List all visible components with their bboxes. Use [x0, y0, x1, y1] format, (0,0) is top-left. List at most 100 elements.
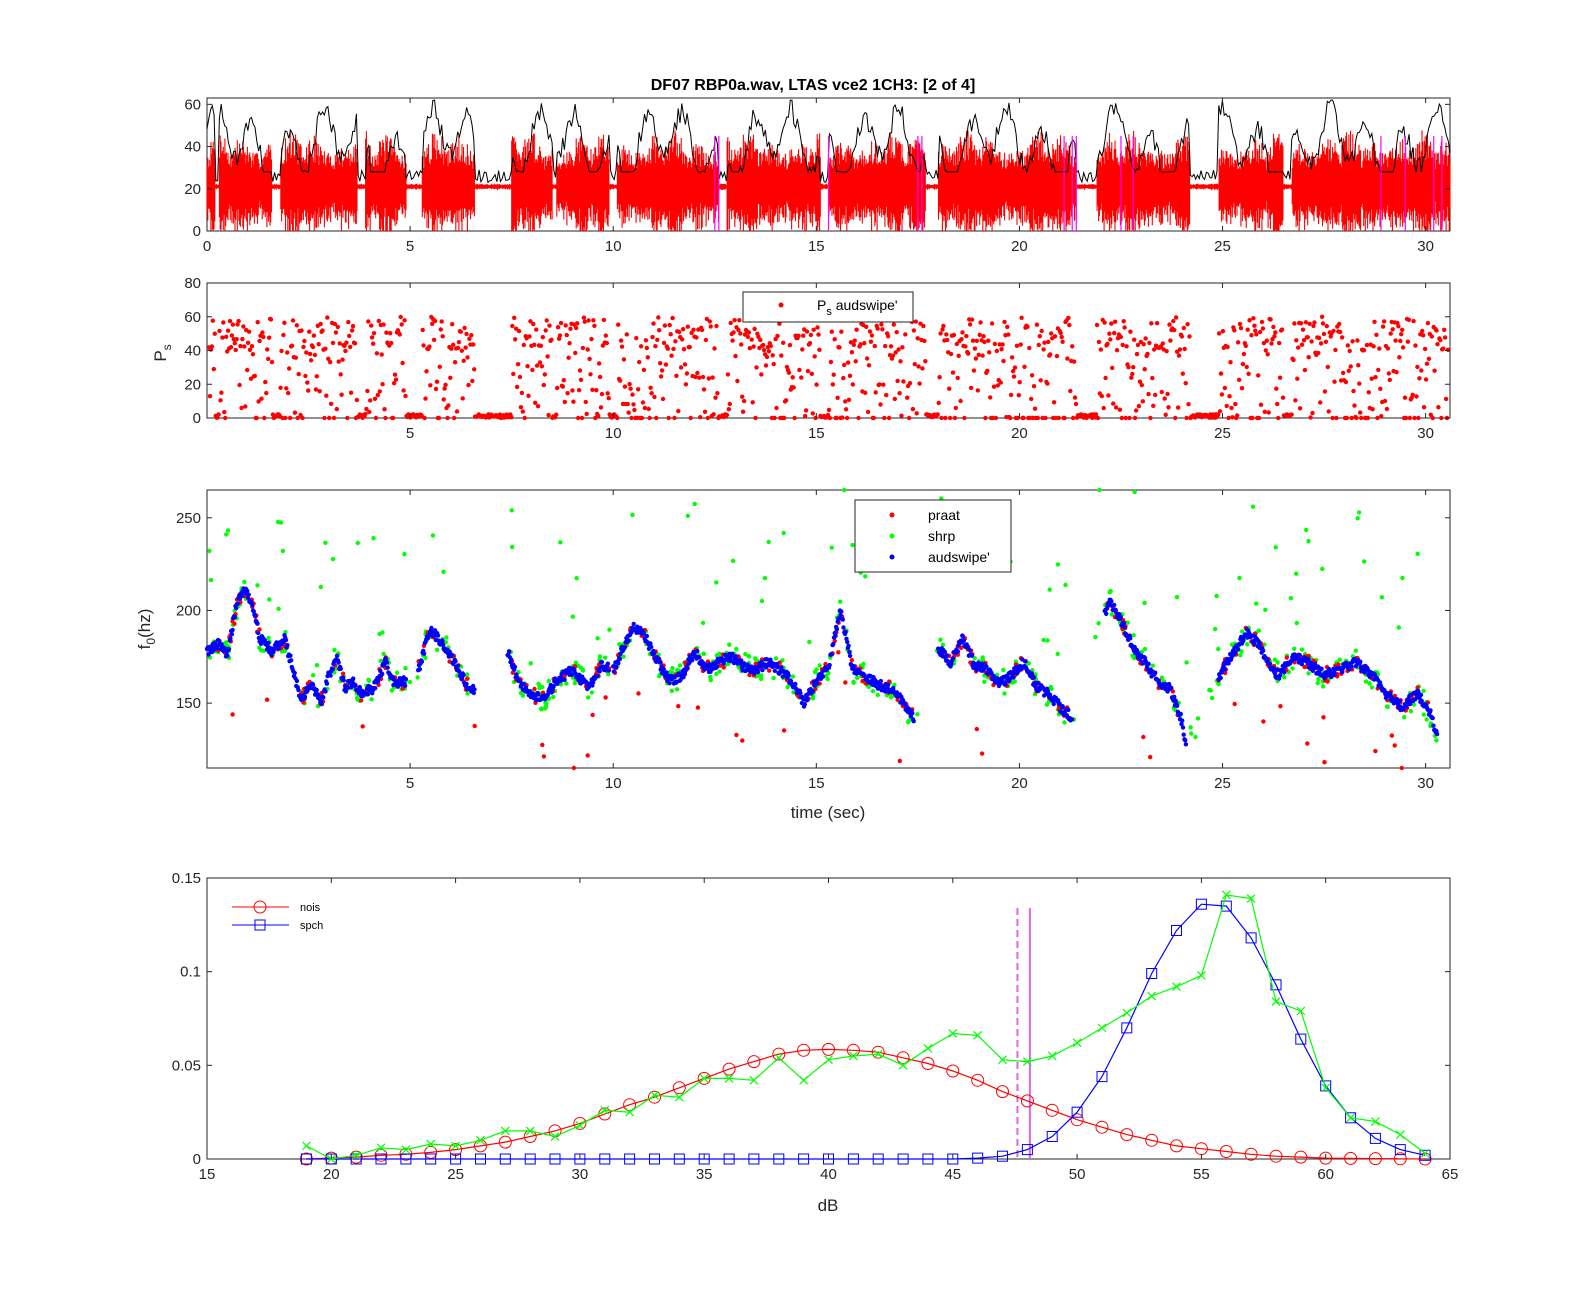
f0-praat-point	[264, 697, 270, 702]
f0-audswipe-point	[232, 615, 237, 620]
ps-point	[682, 362, 688, 367]
panel-ps-legend-box	[742, 291, 914, 323]
ps-point	[1226, 415, 1231, 421]
f0-shrp-point	[781, 530, 786, 536]
ps-point	[1132, 337, 1137, 342]
f0-audswipe-point	[323, 689, 328, 694]
f0-praat-point	[541, 754, 547, 759]
ps-point	[1070, 344, 1075, 349]
ps-point	[618, 338, 624, 343]
ps-point	[422, 415, 427, 421]
ps-point	[998, 380, 1003, 385]
ltas-spch-marker	[1220, 900, 1232, 912]
f0-praat-point	[230, 619, 235, 624]
ltas-spch-marker	[748, 1153, 760, 1165]
f0-shrp-point	[907, 718, 912, 723]
ps-point	[1152, 347, 1157, 352]
ps-point	[1180, 371, 1186, 376]
ps-point	[1305, 335, 1311, 340]
ps-point	[210, 318, 215, 323]
ps-point	[538, 343, 544, 348]
ps-point	[1236, 377, 1242, 382]
f0-audswipe-point	[961, 638, 966, 643]
ps-point	[797, 367, 802, 373]
f0-audswipe-point	[839, 609, 844, 614]
ps-point	[1307, 321, 1312, 326]
f0-audswipe-point	[1057, 701, 1062, 706]
ps-point	[565, 391, 570, 396]
ps-point	[578, 377, 584, 382]
ps-point	[1403, 415, 1409, 421]
f0-shrp-point	[1131, 633, 1136, 638]
ltas-nois-marker	[747, 1055, 761, 1069]
f0-audswipe-point	[786, 673, 791, 678]
ps-point	[674, 373, 679, 378]
ps-point	[1253, 328, 1258, 333]
ps-point	[1273, 330, 1278, 335]
f0-audswipe-point	[357, 685, 362, 690]
ps-point	[334, 406, 339, 412]
f0-shrp-point	[434, 647, 440, 652]
ps-point	[560, 384, 566, 389]
ps-point	[687, 344, 692, 350]
ps-point	[596, 361, 602, 366]
ps-point	[995, 383, 1000, 388]
f0-shrp-point	[1400, 575, 1405, 581]
f0-shrp-point	[589, 690, 595, 695]
ps-point	[229, 333, 235, 338]
ps-point	[982, 339, 987, 345]
ps-point	[462, 325, 467, 331]
ps-point	[1173, 415, 1178, 421]
f0-shrp-point	[266, 635, 271, 641]
ps-point	[604, 340, 609, 346]
ps-point	[574, 325, 579, 331]
ps-point	[1332, 379, 1337, 384]
f0-audswipe-point	[334, 653, 340, 658]
p4-ytick-label: 0.1	[180, 964, 201, 981]
ps-point	[863, 390, 868, 395]
ps-point	[268, 317, 274, 322]
f0-audswipe-point	[1306, 656, 1311, 662]
ps-point	[532, 342, 537, 347]
ps-point	[939, 415, 944, 421]
ps-point	[1114, 348, 1120, 353]
ltas-nois-marker	[1294, 1150, 1308, 1164]
ps-point	[710, 375, 715, 380]
ps-point	[956, 353, 961, 358]
f0-shrp-point	[759, 598, 765, 604]
ps-point	[310, 344, 316, 350]
f0-audswipe-point	[891, 685, 896, 691]
ps-point	[290, 318, 296, 323]
ps-point	[534, 363, 540, 368]
f0-shrp-point	[1055, 562, 1061, 567]
ps-point	[1438, 337, 1443, 343]
ps-point	[1241, 351, 1247, 357]
ps-point	[1426, 356, 1432, 361]
f0-shrp-point	[1306, 538, 1311, 544]
ps-point	[364, 406, 369, 412]
ps-point	[469, 333, 474, 338]
ps-point	[881, 382, 886, 387]
ps-point	[1439, 415, 1444, 421]
ltas-spch-marker	[1394, 1144, 1406, 1156]
ps-point	[680, 327, 686, 332]
ps-point	[1165, 391, 1170, 397]
f0-praat-point	[230, 712, 235, 717]
f0-shrp-point	[602, 655, 608, 660]
ps-point	[1265, 352, 1270, 357]
ps-point	[331, 415, 337, 421]
f0-shrp-point	[1254, 601, 1259, 606]
ps-point	[1359, 415, 1364, 421]
f0-shrp-point	[332, 647, 337, 653]
ltas-green-marker	[1370, 1117, 1380, 1126]
ps-point	[1334, 415, 1339, 421]
ps-point	[374, 351, 380, 356]
ps-point	[810, 411, 815, 416]
f0-shrp-point	[275, 519, 281, 525]
ltas-nois-marker	[1269, 1149, 1283, 1163]
ps-point	[875, 326, 880, 331]
f0-audswipe-point	[506, 649, 512, 654]
f0-shrp-point	[1402, 715, 1407, 720]
f0-praat-point	[740, 738, 745, 743]
